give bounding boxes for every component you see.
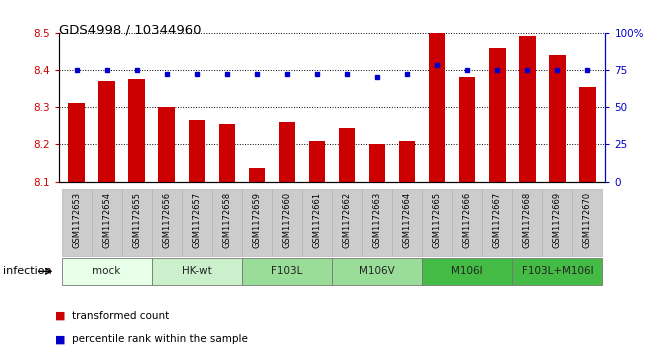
Text: M106I: M106I — [451, 266, 483, 276]
Text: GSM1172666: GSM1172666 — [463, 192, 472, 248]
Text: GSM1172668: GSM1172668 — [523, 192, 532, 248]
Text: GSM1172660: GSM1172660 — [283, 192, 292, 248]
Text: GSM1172667: GSM1172667 — [493, 192, 502, 248]
Text: F103L: F103L — [271, 266, 303, 276]
Text: GSM1172657: GSM1172657 — [192, 192, 201, 248]
Bar — [452, 189, 482, 256]
Bar — [512, 189, 542, 256]
Text: percentile rank within the sample: percentile rank within the sample — [72, 334, 247, 344]
Bar — [152, 258, 242, 285]
Text: transformed count: transformed count — [72, 311, 169, 321]
Bar — [399, 140, 415, 182]
Text: GSM1172669: GSM1172669 — [553, 192, 562, 248]
Text: F103L+M106I: F103L+M106I — [521, 266, 593, 276]
Bar — [242, 258, 332, 285]
Text: HK-wt: HK-wt — [182, 266, 212, 276]
Bar — [242, 189, 272, 256]
Bar — [62, 258, 152, 285]
Text: GSM1172656: GSM1172656 — [162, 192, 171, 248]
Bar — [519, 36, 536, 182]
Bar — [189, 120, 205, 182]
Bar — [482, 189, 512, 256]
Bar — [219, 124, 235, 182]
Text: ■: ■ — [55, 311, 66, 321]
Text: GSM1172659: GSM1172659 — [253, 192, 262, 248]
Bar — [362, 189, 392, 256]
Bar — [182, 189, 212, 256]
Bar — [542, 189, 572, 256]
Text: M106V: M106V — [359, 266, 395, 276]
Bar — [158, 107, 175, 182]
Bar — [459, 77, 475, 182]
Bar — [429, 33, 445, 182]
Text: GSM1172661: GSM1172661 — [312, 192, 322, 248]
Bar — [332, 189, 362, 256]
Bar — [272, 189, 302, 256]
Bar — [68, 103, 85, 182]
Bar — [122, 189, 152, 256]
Bar — [128, 79, 145, 182]
Text: ■: ■ — [55, 334, 66, 344]
Text: GSM1172665: GSM1172665 — [433, 192, 441, 248]
Bar — [339, 127, 355, 182]
Text: GSM1172670: GSM1172670 — [583, 192, 592, 248]
Text: GSM1172658: GSM1172658 — [223, 192, 231, 248]
Bar — [512, 258, 602, 285]
Text: GSM1172655: GSM1172655 — [132, 192, 141, 248]
Bar — [62, 189, 92, 256]
Bar — [279, 122, 295, 182]
Text: infection: infection — [3, 266, 52, 276]
Text: GDS4998 / 10344960: GDS4998 / 10344960 — [59, 24, 201, 37]
Text: GSM1172653: GSM1172653 — [72, 192, 81, 248]
Bar — [392, 189, 422, 256]
Bar — [422, 258, 512, 285]
Bar — [249, 168, 265, 182]
Bar — [212, 189, 242, 256]
Text: mock: mock — [92, 266, 121, 276]
Bar — [92, 189, 122, 256]
Bar — [422, 189, 452, 256]
Bar — [309, 140, 326, 182]
Bar — [489, 48, 506, 182]
Bar — [549, 55, 566, 182]
Bar — [579, 87, 596, 182]
Text: GSM1172662: GSM1172662 — [342, 192, 352, 248]
Bar — [98, 81, 115, 182]
Bar — [152, 189, 182, 256]
Bar — [302, 189, 332, 256]
Text: GSM1172664: GSM1172664 — [402, 192, 411, 248]
Text: GSM1172654: GSM1172654 — [102, 192, 111, 248]
Bar — [369, 144, 385, 182]
Bar — [332, 258, 422, 285]
Text: GSM1172663: GSM1172663 — [372, 192, 381, 248]
Bar — [572, 189, 602, 256]
